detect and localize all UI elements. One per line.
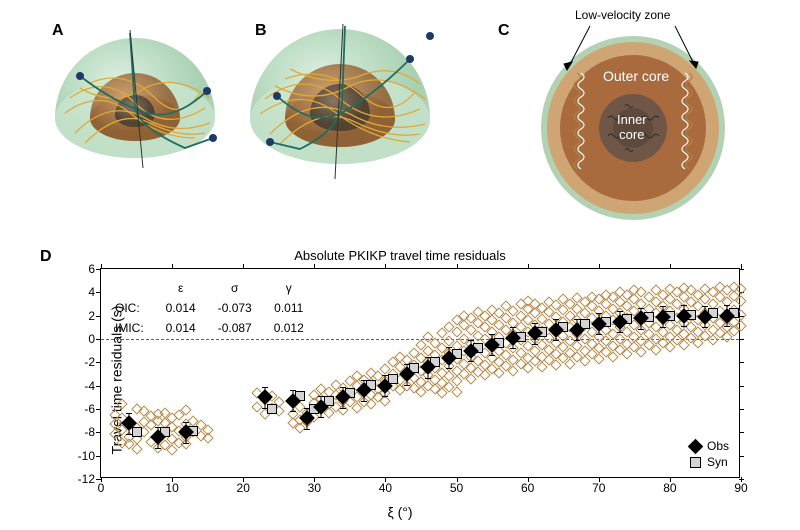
panel-a bbox=[35, 18, 235, 208]
panel-b-svg bbox=[235, 14, 445, 214]
figure-root: A B C D bbox=[0, 0, 800, 530]
param-block: εσγOIC:0.014-0.0730.011IMIC:0.014-0.0870… bbox=[113, 277, 316, 339]
legend-obs: Obs bbox=[690, 439, 729, 453]
syn-point bbox=[132, 427, 142, 437]
legend-syn-label: Syn bbox=[707, 455, 728, 469]
legend: Obs Syn bbox=[690, 437, 729, 469]
syn-point bbox=[267, 404, 277, 414]
panel-b bbox=[235, 14, 445, 214]
panel-a-svg bbox=[35, 18, 235, 208]
x-axis-label: ξ (°) bbox=[30, 504, 770, 520]
legend-obs-label: Obs bbox=[707, 439, 729, 453]
panel-c: Low-velocity zone Outer core Inner core bbox=[495, 10, 770, 220]
lvz-label: Low-velocity zone bbox=[575, 8, 670, 22]
outer-core-label: Outer core bbox=[603, 68, 669, 84]
square-icon bbox=[690, 457, 701, 468]
inner-core-label: Inner core bbox=[617, 112, 647, 142]
panel-d: Absolute PKIKP travel time residuals Tra… bbox=[30, 240, 770, 520]
legend-syn: Syn bbox=[690, 455, 729, 469]
chart-title: Absolute PKIKP travel time residuals bbox=[30, 248, 770, 263]
diamond-icon bbox=[688, 438, 704, 454]
scatter-point bbox=[117, 399, 128, 410]
param-table: εσγOIC:0.014-0.0730.011IMIC:0.014-0.0870… bbox=[113, 277, 316, 339]
chart-area: εσγOIC:0.014-0.0730.011IMIC:0.014-0.0870… bbox=[100, 268, 740, 478]
